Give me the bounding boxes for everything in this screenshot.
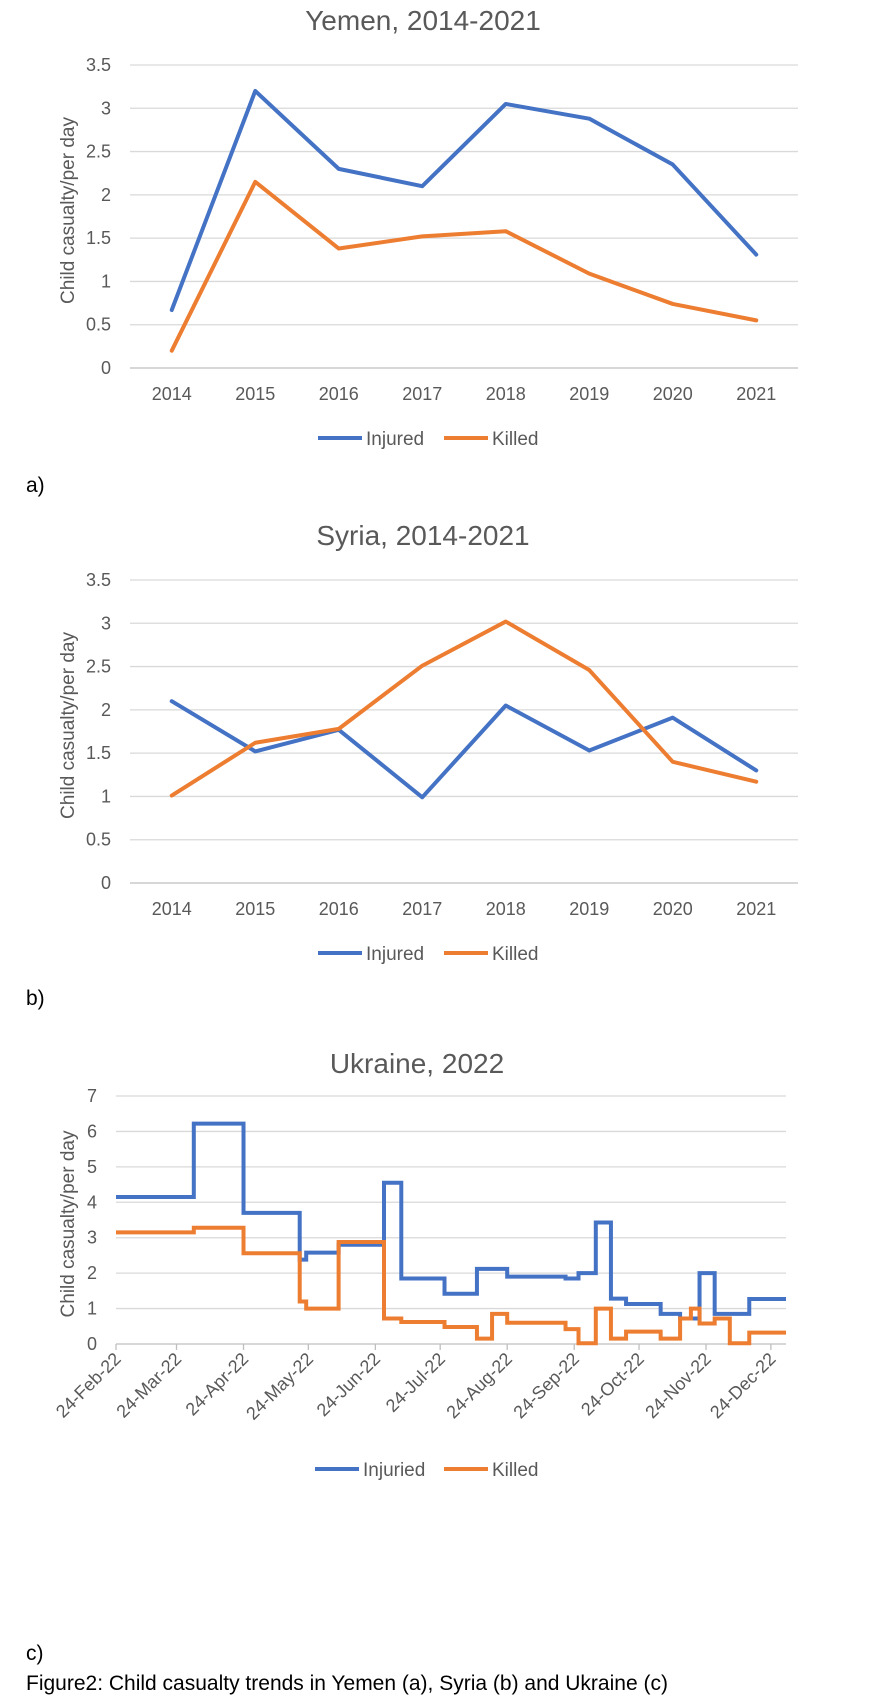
ukraine-series-line-injuried (116, 1121, 786, 1321)
ukraine-x-tick-label: 24-Dec-22 (706, 1349, 780, 1423)
syria-y-axis-label: Child casualty/per day (58, 632, 79, 819)
ukraine-legend-label: Injuried (363, 1460, 425, 1481)
ukraine-y-tick-label: 6 (87, 1121, 97, 1141)
yemen-x-tick-label: 2017 (402, 384, 442, 404)
figure-caption: Figure2: Child casualty trends in Yemen … (26, 1672, 668, 1695)
yemen-legend-label: Injured (366, 429, 424, 450)
yemen-y-tick-label: 3 (101, 98, 111, 118)
yemen-y-tick-label: 0 (101, 358, 111, 378)
syria-y-tick-label: 2 (101, 700, 111, 720)
ukraine-y-tick-label: 3 (87, 1228, 97, 1248)
syria-x-tick-label: 2018 (486, 899, 526, 919)
ukraine-x-tick-label: 24-Oct-22 (577, 1349, 648, 1420)
ukraine-y-axis-label: Child casualty/per day (58, 1130, 79, 1317)
panel-label-b: b) (26, 987, 45, 1010)
panel-label-c: c) (26, 1642, 44, 1665)
syria-x-tick-label: 2015 (235, 899, 275, 919)
ukraine-x-tick-label: 24-Nov-22 (641, 1349, 715, 1423)
syria-x-tick-label: 2019 (569, 899, 609, 919)
ukraine-x-tick-label: 24-Jun-22 (313, 1349, 384, 1420)
chart-yemen-svg: Yemen, 2014-2021 0 0.5 1 1.5 2 2.5 3 3.5 2014 2015… (58, 5, 798, 450)
ukraine-y-tick-label: 0 (87, 1334, 97, 1354)
ukraine-y-tick-label: 1 (87, 1299, 97, 1319)
yemen-series-line-injured (169, 88, 759, 312)
ukraine-y-tick-label: 2 (87, 1263, 97, 1283)
ukraine-x-tick-label: 24-Mar-22 (112, 1349, 185, 1422)
yemen-x-tick-label: 2020 (653, 384, 693, 404)
syria-y-tick-label: 3 (101, 613, 111, 633)
yemen-title: Yemen, 2014-2021 (305, 5, 541, 36)
syria-legend-label: Injured (366, 944, 424, 965)
syria-legend-label: Killed (492, 944, 538, 965)
chart-syria: Syria, 2014-2021 0 0.5 1 1.5 2 2.5 3 3.5 2014 2015… (0, 515, 894, 995)
yemen-legend-label: Killed (492, 429, 538, 450)
syria-x-tick-label: 2014 (152, 899, 192, 919)
ukraine-legend-label: Killed (492, 1460, 538, 1481)
syria-x-tick-label: 2017 (402, 899, 442, 919)
panel-label-a: a) (26, 474, 45, 497)
yemen-y-tick-label: 3.5 (86, 55, 111, 75)
syria-x-tick-label: 2020 (653, 899, 693, 919)
ukraine-x-tick-label: 24-May-22 (242, 1349, 317, 1424)
syria-y-tick-label: 1.5 (86, 743, 111, 763)
yemen-y-tick-label: 2 (101, 185, 111, 205)
ukraine-series-line-killed (116, 1225, 786, 1346)
ukraine-title: Ukraine, 2022 (330, 1048, 504, 1079)
ukraine-y-tick-label: 4 (87, 1192, 97, 1212)
ukraine-x-tick-label: 24-Feb-22 (52, 1349, 125, 1422)
yemen-x-tick-label: 2018 (486, 384, 526, 404)
yemen-y-tick-label: 1 (101, 271, 111, 291)
ukraine-x-tick-label: 24-Sep-22 (509, 1349, 583, 1423)
syria-x-tick-label: 2016 (319, 899, 359, 919)
syria-series-line-injured (169, 699, 759, 800)
ukraine-y-tick-label: 7 (87, 1086, 97, 1106)
syria-title: Syria, 2014-2021 (316, 520, 529, 551)
yemen-y-tick-label: 2.5 (86, 142, 111, 162)
syria-series-line-killed (169, 619, 759, 798)
ukraine-y-tick-label: 5 (87, 1157, 97, 1177)
syria-x-tick-label: 2021 (736, 899, 776, 919)
syria-y-tick-label: 0.5 (86, 830, 111, 850)
yemen-y-axis-label: Child casualty/per day (58, 117, 79, 304)
yemen-y-tick-label: 1.5 (86, 228, 111, 248)
ukraine-x-tick-label: 24-Aug-22 (442, 1349, 516, 1423)
ukraine-x-tick-label: 24-Jul-22 (382, 1349, 449, 1416)
chart-ukraine: Ukraine, 2022 0 1 2 3 4 5 6 7 24-Feb-22 24-Mar-22 2… (0, 1040, 894, 1610)
chart-syria-svg: Syria, 2014-2021 0 0.5 1 1.5 2 2.5 3 3.5 2014 2015… (58, 520, 798, 965)
yemen-y-tick-label: 0.5 (86, 315, 111, 335)
yemen-x-tick-label: 2021 (736, 384, 776, 404)
syria-y-tick-label: 0 (101, 873, 111, 893)
yemen-series-line-killed (169, 179, 759, 353)
yemen-x-tick-label: 2016 (319, 384, 359, 404)
syria-y-tick-label: 3.5 (86, 570, 111, 590)
chart-yemen: Yemen, 2014-2021 0 0.5 1 1.5 2 2.5 3 3.5 2014 2015… (0, 0, 894, 480)
yemen-x-tick-label: 2019 (569, 384, 609, 404)
syria-y-tick-label: 2.5 (86, 657, 111, 677)
syria-y-tick-label: 1 (101, 786, 111, 806)
yemen-x-tick-label: 2014 (152, 384, 192, 404)
yemen-x-tick-label: 2015 (235, 384, 275, 404)
